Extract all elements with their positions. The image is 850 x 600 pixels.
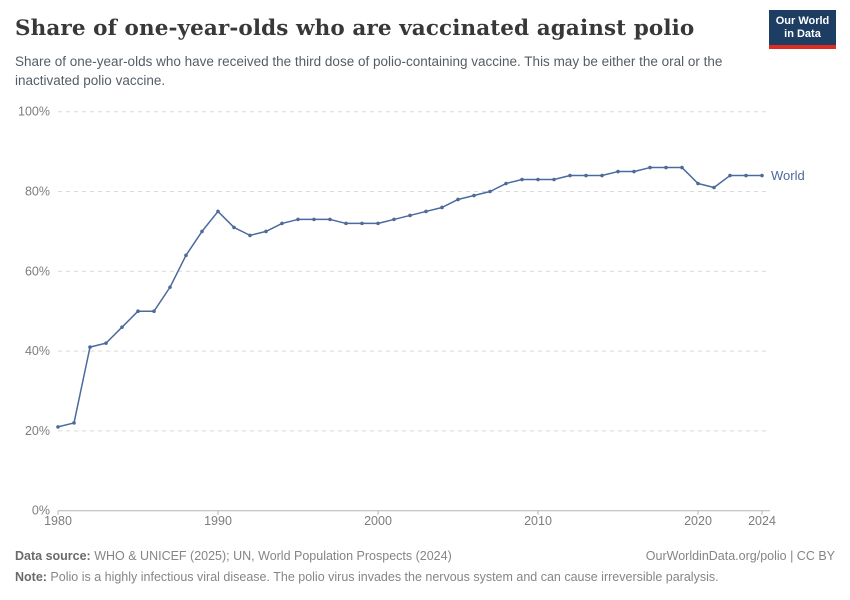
y-tick-label: 100% <box>18 105 50 119</box>
note-label: Note: <box>15 570 47 584</box>
data-point[interactable] <box>488 189 492 194</box>
chart-footer: Data source: WHO & UNICEF (2025); UN, Wo… <box>15 546 835 588</box>
data-point[interactable] <box>120 325 124 329</box>
data-point[interactable] <box>616 169 620 174</box>
x-tick-label: 2024 <box>748 514 776 528</box>
data-point[interactable] <box>568 173 572 178</box>
data-point[interactable] <box>664 165 668 170</box>
data-point[interactable] <box>712 185 716 190</box>
note-text: Polio is a highly infectious viral disea… <box>46 570 719 584</box>
data-point[interactable] <box>504 181 508 186</box>
data-point[interactable] <box>136 309 140 313</box>
data-source: Data source: WHO & UNICEF (2025); UN, Wo… <box>15 546 452 567</box>
data-point[interactable] <box>376 221 380 226</box>
data-point[interactable] <box>440 205 444 210</box>
owid-logo-line2: in Data <box>784 28 821 40</box>
data-point[interactable] <box>280 221 284 226</box>
y-tick-label: 80% <box>25 185 50 199</box>
data-point[interactable] <box>744 173 748 178</box>
data-point[interactable] <box>344 221 348 226</box>
data-source-text: WHO & UNICEF (2025); UN, World Populatio… <box>90 549 452 563</box>
note: Note: Polio is a highly infectious viral… <box>15 570 719 584</box>
data-point[interactable] <box>520 177 524 182</box>
data-point[interactable] <box>696 181 700 186</box>
data-point[interactable] <box>408 213 412 218</box>
owid-logo[interactable]: Our World in Data <box>769 10 836 49</box>
owid-logo-line1: Our World <box>775 15 830 27</box>
data-point[interactable] <box>552 177 556 182</box>
page-title: Share of one-year-olds who are vaccinate… <box>15 16 695 41</box>
series-line[interactable] <box>57 166 762 428</box>
x-tick-label: 2000 <box>364 514 392 528</box>
data-point[interactable] <box>104 341 108 345</box>
data-point[interactable] <box>216 209 220 214</box>
data-point[interactable] <box>680 165 684 170</box>
data-point[interactable] <box>152 309 156 313</box>
x-tick-label: 1990 <box>204 514 232 528</box>
series-end-label[interactable]: World <box>771 168 805 183</box>
x-tick-label: 2010 <box>524 514 552 528</box>
x-tick-label: 1980 <box>44 514 72 528</box>
data-point[interactable] <box>536 177 540 182</box>
data-point[interactable] <box>72 421 76 425</box>
data-point[interactable] <box>760 173 764 178</box>
line-chart[interactable]: 1980 1990 2000 2010 2020 2024 0% 20% 40% 60% 80% 10… <box>0 95 850 545</box>
data-point[interactable] <box>456 197 460 202</box>
data-point[interactable] <box>392 217 396 222</box>
data-source-label: Data source: <box>15 549 91 563</box>
data-point[interactable] <box>168 285 172 290</box>
data-point[interactable] <box>472 193 476 198</box>
y-tick-label: 20% <box>25 424 50 438</box>
data-point[interactable] <box>200 229 204 234</box>
data-point[interactable] <box>248 233 252 238</box>
x-tick-label: 2020 <box>684 514 712 528</box>
data-point[interactable] <box>360 221 364 226</box>
data-point[interactable] <box>632 169 636 174</box>
data-point[interactable] <box>584 173 588 178</box>
data-point[interactable] <box>728 173 732 178</box>
data-point[interactable] <box>264 229 268 234</box>
data-point[interactable] <box>648 165 652 170</box>
attribution-link[interactable]: OurWorldinData.org/polio | CC BY <box>645 549 835 563</box>
y-tick-label: 40% <box>25 344 50 358</box>
data-point[interactable] <box>232 225 236 230</box>
data-point[interactable] <box>56 425 60 429</box>
y-tick-label: 60% <box>25 264 50 278</box>
data-point[interactable] <box>312 217 316 222</box>
data-point[interactable] <box>600 173 604 178</box>
data-point[interactable] <box>88 345 92 349</box>
y-tick-label: 0% <box>32 504 50 518</box>
page-subtitle: Share of one-year-olds who have received… <box>15 54 723 88</box>
data-point[interactable] <box>296 217 300 222</box>
data-point[interactable] <box>184 253 188 258</box>
data-point[interactable] <box>328 217 332 222</box>
data-point[interactable] <box>424 209 428 214</box>
